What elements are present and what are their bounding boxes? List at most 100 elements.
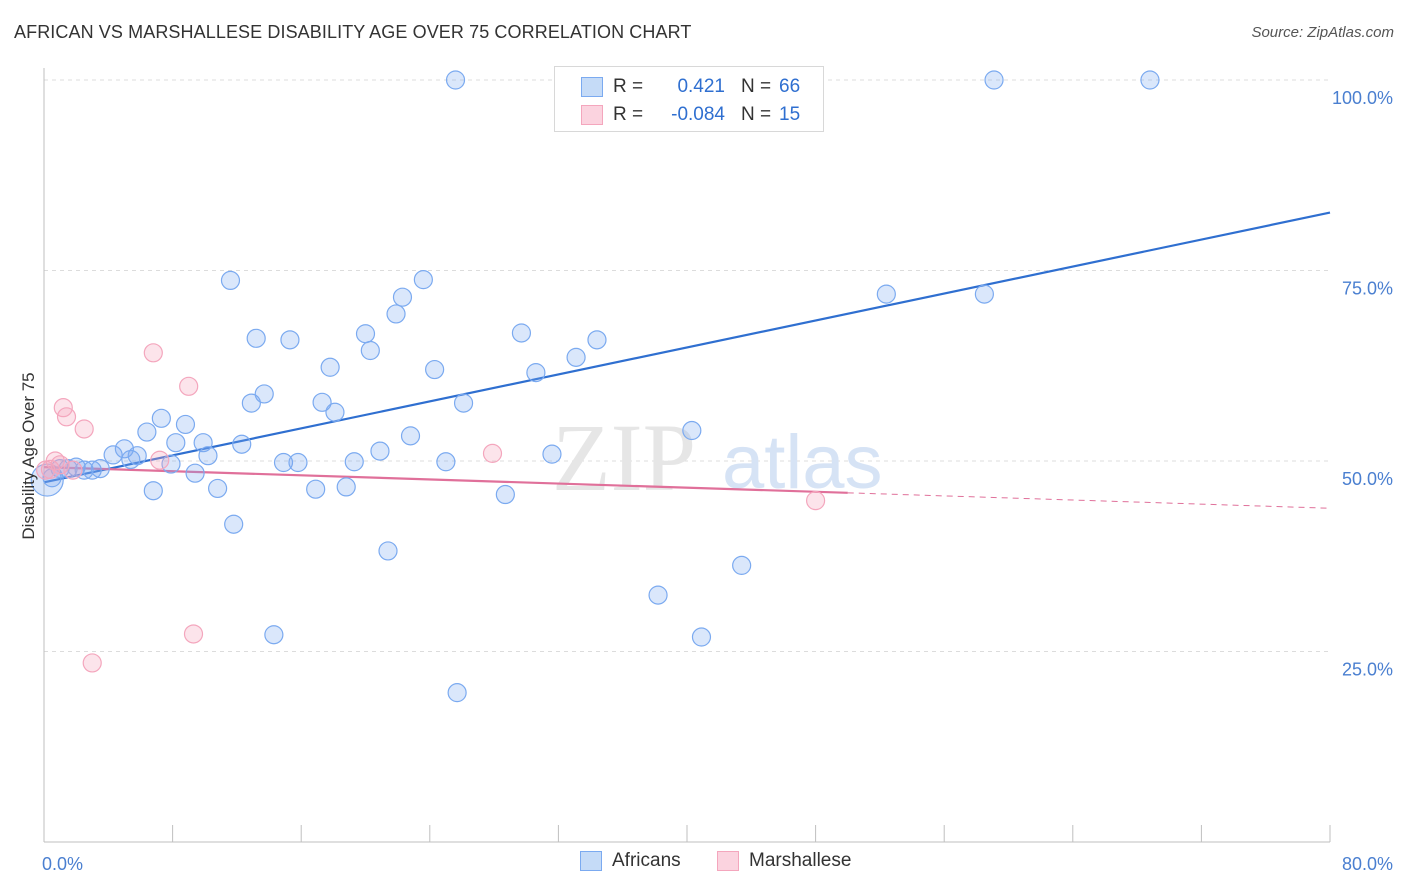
africans-point: [232, 434, 252, 454]
legend-label-africans: Africans: [612, 850, 681, 871]
africans-point: [306, 479, 326, 499]
africans-point: [453, 393, 474, 413]
grid-lines: [44, 79, 1330, 652]
source-credit: Source: ZipAtlas.com: [1251, 24, 1394, 41]
africans-point: [974, 284, 994, 304]
y-tick-label: 100.0%: [1332, 88, 1393, 108]
africans-point: [378, 541, 398, 561]
africans-point: [587, 330, 607, 350]
africans-point: [198, 446, 218, 466]
africans-point: [224, 514, 244, 534]
marshallese-point: [805, 491, 826, 511]
africans-point: [273, 452, 294, 473]
africans-point: [137, 422, 157, 442]
legend-r-value: -0.084: [671, 104, 725, 125]
watermark-zip: ZIP: [552, 404, 696, 511]
x-tick-label: 0.0%: [42, 854, 83, 874]
africans-point: [344, 452, 364, 472]
africans-point: [127, 446, 147, 466]
africans-point: [876, 284, 896, 304]
marshallese-trend-line: [43, 465, 848, 494]
x-tick-label: 80.0%: [1342, 854, 1393, 874]
legend-swatch-marshallese: [581, 105, 603, 125]
legend-r-label: R =: [613, 76, 644, 97]
marshallese-point: [50, 455, 70, 475]
africans-point: [166, 433, 186, 453]
africans-point: [648, 585, 668, 605]
africans-point: [220, 270, 241, 291]
africans-point: [511, 323, 532, 343]
legend-n-value: 15: [779, 104, 801, 125]
legend-item-africans[interactable]: Africans: [580, 850, 681, 872]
chart-title: AFRICAN VS MARSHALLESE DISABILITY AGE OV…: [14, 22, 692, 42]
legend-n-label: N =: [741, 76, 772, 97]
y-axis-label: Disability Age Over 75: [19, 372, 38, 539]
africans-point: [370, 441, 390, 461]
trend-lines: [43, 211, 1331, 509]
marshallese-point: [74, 419, 94, 439]
legend-swatch-africans: [580, 851, 602, 871]
africans-point: [103, 445, 123, 465]
legend-n-label: N =: [741, 104, 772, 125]
stats-legend: R = 0.421 N = 66 R = -0.084 N = 15: [554, 66, 824, 132]
legend-r-value: 0.421: [677, 76, 725, 97]
africans-point: [161, 454, 181, 474]
africans-trend-line: [43, 211, 1331, 484]
marshallese-point: [56, 407, 77, 427]
legend-label-marshallese: Marshallese: [749, 850, 852, 871]
africans-point: [413, 270, 433, 290]
africans-point: [984, 70, 1004, 90]
africans-point: [264, 625, 284, 645]
africans-point: [526, 363, 546, 383]
africans-point: [495, 484, 515, 505]
legend-n-value: 66: [779, 76, 801, 97]
africans-point: [732, 555, 752, 575]
africans-point: [682, 420, 702, 441]
africans-point: [566, 347, 586, 367]
marshallese-point: [63, 460, 83, 480]
africans-point: [542, 444, 562, 464]
africans-point: [400, 426, 421, 446]
africans-point: [246, 328, 266, 348]
legend-row-africans: R = 0.421 N = 66: [555, 73, 800, 101]
africans-point: [392, 287, 413, 307]
africans-point: [90, 459, 110, 479]
africans-point: [254, 384, 274, 404]
africans-point: [208, 478, 228, 499]
axis-labels: 25.0% 50.0% 75.0% 100.0% 0.0% 80.0% Disability…: [19, 88, 1393, 874]
africans-point: [447, 683, 467, 703]
marshallese-point: [179, 376, 199, 396]
data-points: [30, 70, 1160, 703]
africans-point: [691, 627, 712, 647]
marshallese-point: [183, 624, 204, 644]
africans-point: [325, 402, 345, 422]
africans-point: [355, 324, 376, 344]
legend-row-marshallese: R = -0.084 N = 15: [555, 101, 800, 129]
marshallese-point: [150, 450, 170, 470]
africans-point: [82, 460, 102, 480]
marshallese-trend-line-extension: [847, 492, 1331, 509]
africans-point: [360, 340, 380, 361]
y-tick-label: 50.0%: [1342, 469, 1393, 489]
marshallese-point: [82, 653, 102, 673]
legend-swatch-africans: [581, 77, 603, 97]
legend-item-marshallese[interactable]: Marshallese: [717, 850, 851, 872]
africans-point: [74, 460, 94, 480]
legend-swatch-marshallese: [717, 851, 739, 871]
africans-point: [312, 392, 332, 412]
africans-point: [280, 330, 300, 350]
legend-r-label: R =: [613, 104, 644, 125]
axes: [43, 68, 1331, 843]
marshallese-point: [143, 343, 163, 363]
africans-point: [386, 304, 406, 324]
africans-point: [288, 452, 308, 473]
africans-point: [320, 357, 340, 377]
africans-point: [336, 477, 356, 497]
marshallese-point: [482, 443, 503, 463]
africans-point: [151, 408, 171, 428]
africans-point: [185, 463, 205, 483]
africans-point: [436, 452, 456, 472]
africans-point: [445, 70, 466, 90]
watermark: ZIP atlas: [552, 404, 883, 511]
